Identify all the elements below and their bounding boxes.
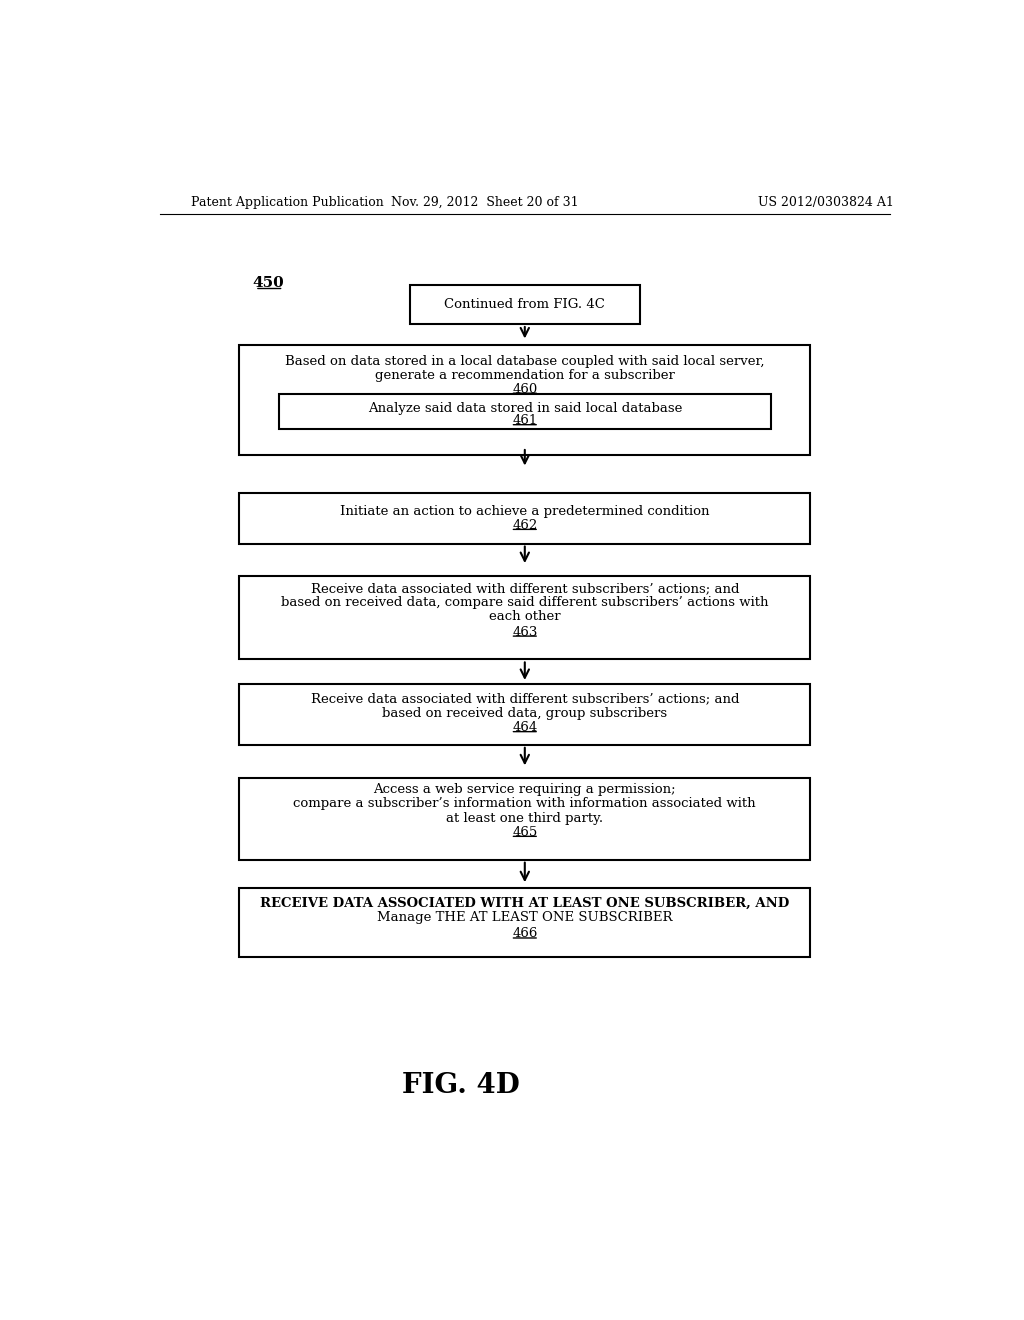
Text: 466: 466 [512,928,538,940]
Text: Based on data stored in a local database coupled with said local server,: Based on data stored in a local database… [285,355,765,368]
Text: compare a subscriber’s information with information associated with: compare a subscriber’s information with … [294,797,756,810]
Text: generate a recommendation for a subscriber: generate a recommendation for a subscrib… [375,370,675,383]
FancyBboxPatch shape [240,492,811,544]
Text: 465: 465 [512,826,538,838]
Text: each other: each other [489,610,560,623]
Text: Access a web service requiring a permission;: Access a web service requiring a permiss… [374,783,676,796]
Text: Initiate an action to achieve a predetermined condition: Initiate an action to achieve a predeter… [340,504,710,517]
Text: based on received data, group subscribers: based on received data, group subscriber… [382,706,668,719]
FancyBboxPatch shape [240,346,811,455]
Text: 461: 461 [512,414,538,428]
Text: FIG. 4D: FIG. 4D [402,1072,520,1098]
Text: Nov. 29, 2012  Sheet 20 of 31: Nov. 29, 2012 Sheet 20 of 31 [391,195,579,209]
Text: based on received data, compare said different subscribers’ actions with: based on received data, compare said dif… [281,597,769,609]
FancyBboxPatch shape [240,684,811,744]
Text: Manage THE AT LEAST ONE SUBSCRIBER: Manage THE AT LEAST ONE SUBSCRIBER [377,911,673,924]
Text: Continued from FIG. 4C: Continued from FIG. 4C [444,298,605,312]
Text: Receive data associated with different subscribers’ actions; and: Receive data associated with different s… [310,582,739,595]
Text: Receive data associated with different subscribers’ actions; and: Receive data associated with different s… [310,693,739,706]
Text: 464: 464 [512,721,538,734]
Text: Analyze said data stored in said local database: Analyze said data stored in said local d… [368,401,682,414]
FancyBboxPatch shape [240,576,811,660]
FancyBboxPatch shape [279,395,771,429]
Text: US 2012/0303824 A1: US 2012/0303824 A1 [759,195,894,209]
FancyBboxPatch shape [240,779,811,859]
Text: RECEIVE DATA ASSOCIATED WITH AT LEAST ONE SUBSCRIBER, AND: RECEIVE DATA ASSOCIATED WITH AT LEAST ON… [260,896,790,909]
Text: Patent Application Publication: Patent Application Publication [191,195,384,209]
FancyBboxPatch shape [240,888,811,957]
Text: 462: 462 [512,519,538,532]
Text: 460: 460 [512,383,538,396]
Text: 450: 450 [253,276,285,290]
Text: 463: 463 [512,626,538,639]
FancyBboxPatch shape [410,285,640,325]
Text: at least one third party.: at least one third party. [446,812,603,825]
